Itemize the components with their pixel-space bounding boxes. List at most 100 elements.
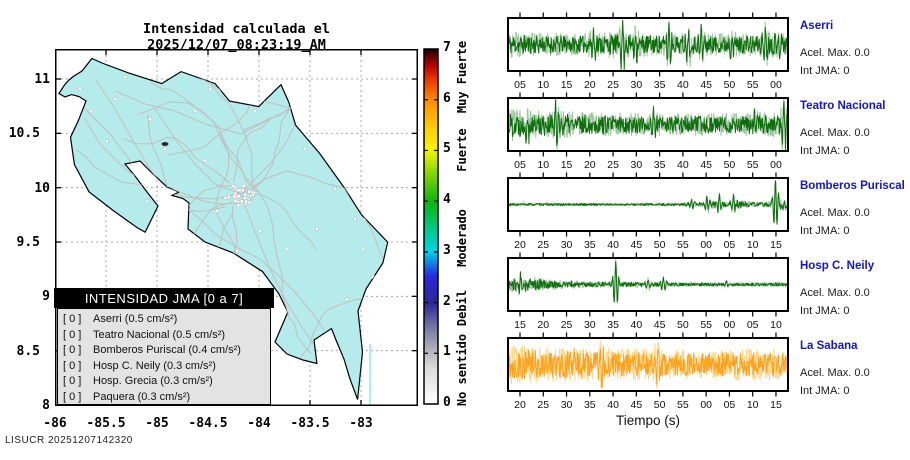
seismogram-hosp-c-neily: 15 20 25 30 35 40 45 50 55 00 05 10: [507, 252, 789, 331]
map-x-tick: -85.5: [86, 416, 126, 431]
costa-rica-map: [55, 49, 418, 406]
time-tick-label: 55: [677, 399, 689, 411]
time-tick-label: 55: [747, 79, 759, 91]
map-y-tick: 10.5: [8, 126, 40, 142]
time-tick-label: 35: [654, 79, 666, 91]
time-tick-label: 10: [747, 239, 759, 251]
time-tick-label: 10: [537, 159, 549, 171]
station-int-jma: Int JMA: 0: [800, 225, 850, 237]
time-tick-label: 05: [514, 159, 526, 171]
station-name: Teatro Nacional: [800, 100, 886, 112]
legend-item-label: Teatro Nacional (0.5 cm/s²): [93, 328, 226, 341]
time-tick-label: 35: [607, 319, 619, 331]
x-axis-label: Tiempo (s): [615, 413, 680, 428]
seismogram-la-sabana: 20 25 30 35 40 45 50 55 00 05 10 15: [507, 332, 789, 411]
time-tick-label: 10: [537, 79, 549, 91]
time-tick-label: 45: [700, 159, 712, 171]
legend-item-value: [ 0 ]: [63, 359, 82, 372]
map-y-tick: 9: [42, 289, 50, 305]
time-tick-label: 25: [561, 319, 573, 331]
colorbar-number: 6: [443, 90, 451, 106]
time-tick-label: 15: [561, 79, 573, 91]
map-x-tick: -84: [247, 416, 271, 431]
time-tick-label: 40: [677, 159, 689, 171]
time-tick-label: 20: [584, 79, 596, 91]
legend-item-value: [ 0 ]: [63, 375, 82, 387]
time-tick-label: 45: [654, 319, 666, 331]
time-tick-label: 00: [700, 239, 712, 251]
time-tick-label: 50: [654, 239, 666, 251]
map-x-tick: -85: [145, 416, 169, 431]
time-tick-label: 35: [584, 399, 596, 411]
time-tick-label: 50: [724, 159, 736, 171]
legend-item: [ 0 ] Hosp C. Neily (0.3 cm/s²): [63, 359, 270, 375]
legend-item-label: Aserri (0.5 cm/s²): [93, 313, 178, 325]
legend-header: INTENSIDAD JMA [0 a 7]: [54, 288, 274, 308]
map-y-tick: 11: [34, 72, 50, 88]
jma-colorbar: [423, 48, 439, 405]
time-tick-label: 10: [770, 319, 782, 331]
time-tick-label: 55: [747, 159, 759, 171]
time-tick-label: 30: [631, 159, 643, 171]
time-tick-label: 30: [561, 239, 573, 251]
time-tick-label: 00: [770, 159, 782, 171]
time-tick-label: 00: [724, 319, 736, 331]
station-name: La Sabana: [800, 340, 858, 352]
time-tick-label: 50: [677, 319, 689, 331]
footer-stamp: LISUCR 20251207142320: [5, 435, 133, 446]
map-y-tick: 8: [42, 398, 50, 413]
legend-item: [ 0 ] Teatro Nacional (0.5 cm/s²): [63, 328, 270, 344]
time-tick-label: 35: [654, 159, 666, 171]
map-x-tick: -83: [349, 416, 373, 431]
legend-item-value: [ 0 ]: [63, 344, 82, 356]
map-y-tick: 10: [34, 180, 50, 196]
colorbar-category: No sentido: [455, 333, 469, 407]
station-name: Hosp C. Neily: [800, 260, 875, 272]
legend-item-value: [ 0 ]: [63, 328, 82, 341]
time-tick-label: 05: [724, 239, 736, 251]
time-tick-label: 35: [584, 239, 596, 251]
map-x-tick: -83.5: [290, 416, 330, 431]
jma-legend: [ 0 ] Aserri (0.5 cm/s²) [ 0 ] Teatro Nacio…: [57, 308, 271, 405]
time-tick-label: 20: [537, 319, 549, 331]
time-tick-label: 15: [561, 159, 573, 171]
time-tick-label: 45: [700, 79, 712, 91]
colorbar-number: 4: [443, 192, 451, 208]
seismogram-bomberos-puriscal: 20 25 30 35 40 45 50 55 00 05 10 15: [507, 172, 789, 251]
legend-item-label: Hosp. Grecia (0.3 cm/s²): [93, 375, 213, 387]
map-x-tick: -86: [43, 416, 67, 431]
station-int-jma: Int JMA: 0: [800, 305, 850, 317]
legend-item-value: [ 0 ]: [63, 390, 82, 403]
time-tick-label: 25: [537, 239, 549, 251]
time-tick-label: 55: [677, 239, 689, 251]
station-name: Aserri: [800, 20, 834, 32]
time-tick-label: 05: [514, 79, 526, 91]
legend-item-label: Paquera (0.3 cm/s²): [93, 390, 191, 403]
legend-item: [ 0 ] Aserri (0.5 cm/s²): [63, 312, 270, 328]
station-acel-max: Acel. Max. 0.0: [800, 207, 870, 219]
time-tick-label: 20: [514, 399, 526, 411]
station-acel-max: Acel. Max. 0.0: [800, 287, 870, 299]
time-tick-label: 40: [677, 79, 689, 91]
time-tick-label: 50: [654, 399, 666, 411]
time-tick-label: 15: [770, 399, 782, 411]
legend-item-label: Hosp C. Neily (0.3 cm/s²): [93, 359, 216, 372]
time-tick-label: 20: [584, 159, 596, 171]
map-y-tick: 8.5: [16, 343, 40, 359]
station-name: Bomberos Puriscal: [800, 180, 905, 192]
time-tick-label: 40: [607, 239, 619, 251]
station-acel-max: Acel. Max. 0.0: [800, 127, 870, 139]
time-tick-label: 15: [514, 319, 526, 331]
time-tick-label: 10: [747, 399, 759, 411]
time-tick-label: 05: [724, 399, 736, 411]
colorbar-number: 2: [443, 293, 451, 309]
time-tick-label: 00: [770, 79, 782, 91]
time-tick-label: 30: [584, 319, 596, 331]
time-tick-label: 25: [537, 399, 549, 411]
colorbar-number: 1: [443, 344, 451, 360]
seismogram-teatro-nacional: 05 10 15 20 25 30 35 40 45 50 55 00: [507, 92, 789, 171]
seismogram-aserri: 05 10 15 20 25 30 35 40 45 50 55 00: [507, 12, 789, 91]
time-tick-label: 30: [561, 399, 573, 411]
station-int-jma: Int JMA: 0: [800, 385, 850, 397]
time-tick-label: 00: [700, 399, 712, 411]
